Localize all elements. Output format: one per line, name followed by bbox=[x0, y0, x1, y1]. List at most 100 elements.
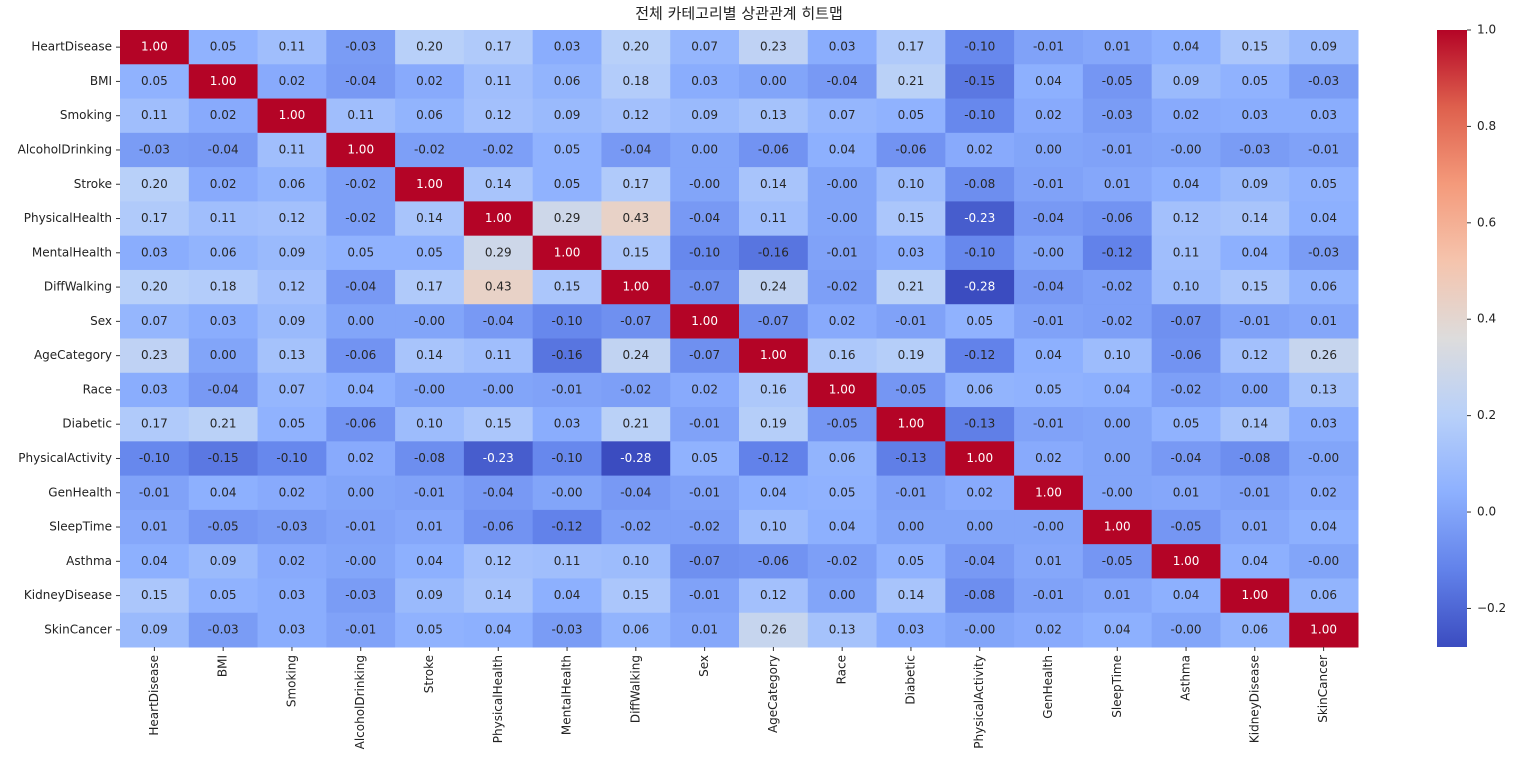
cell-label: 1.00 bbox=[1173, 554, 1200, 568]
cell-label: 0.29 bbox=[554, 211, 581, 225]
cell-label: 1.00 bbox=[416, 177, 443, 191]
x-tick-label: MentalHealth bbox=[560, 655, 574, 735]
cell-label: -0.23 bbox=[483, 451, 514, 465]
heatmap-cell bbox=[532, 578, 602, 614]
cell-label: -0.01 bbox=[895, 314, 926, 328]
heatmap-cell bbox=[1289, 30, 1359, 65]
heatmap-cell bbox=[945, 269, 1015, 305]
cell-label: -0.05 bbox=[208, 520, 239, 534]
cell-label: -0.01 bbox=[689, 588, 720, 602]
heatmap-cell bbox=[257, 407, 327, 442]
heatmap-cell bbox=[1082, 441, 1153, 477]
heatmap-cell bbox=[1220, 64, 1290, 100]
cell-label: 0.02 bbox=[1173, 108, 1200, 122]
cell-label: 0.23 bbox=[760, 40, 787, 54]
heatmap-cell bbox=[326, 132, 396, 168]
cell-label: -0.10 bbox=[689, 245, 720, 259]
heatmap-cell bbox=[1014, 201, 1084, 237]
cell-label: 0.00 bbox=[829, 588, 856, 602]
heatmap-cell bbox=[257, 304, 327, 339]
cell-label: 0.26 bbox=[760, 622, 787, 636]
heatmap-cell bbox=[395, 269, 465, 305]
heatmap-cell bbox=[120, 578, 190, 614]
cell-label: 0.03 bbox=[210, 314, 237, 328]
heatmap-cell bbox=[1082, 235, 1153, 271]
cell-label: 0.11 bbox=[1173, 245, 1200, 259]
heatmap-cell bbox=[120, 269, 190, 305]
heatmap-cell bbox=[739, 269, 809, 305]
heatmap-cell bbox=[532, 338, 602, 374]
heatmap-cell bbox=[876, 98, 946, 134]
cell-label: 0.02 bbox=[966, 142, 993, 156]
cell-label: 0.12 bbox=[760, 588, 787, 602]
cell-label: -0.06 bbox=[1102, 211, 1133, 225]
cell-label: 1.00 bbox=[966, 451, 993, 465]
heatmap-cell bbox=[601, 98, 671, 134]
cell-label: 0.17 bbox=[622, 177, 649, 191]
heatmap-cell bbox=[188, 304, 259, 339]
heatmap-cell bbox=[807, 30, 878, 65]
cell-label: 0.02 bbox=[1035, 451, 1062, 465]
cell-label: 0.21 bbox=[898, 74, 925, 88]
colorbar-tick-label: 0.6 bbox=[1477, 215, 1496, 229]
heatmap-cell bbox=[739, 98, 809, 134]
cell-label: 0.02 bbox=[1035, 108, 1062, 122]
cell-label: 0.06 bbox=[622, 622, 649, 636]
heatmap-cell bbox=[601, 64, 671, 100]
cell-label: 0.09 bbox=[1241, 177, 1268, 191]
cell-label: -0.06 bbox=[758, 554, 789, 568]
cell-label: -0.04 bbox=[483, 314, 514, 328]
cell-label: -0.02 bbox=[345, 177, 376, 191]
heatmap-cell bbox=[807, 235, 878, 271]
heatmap-cell bbox=[876, 201, 946, 237]
cell-label: 0.05 bbox=[141, 74, 168, 88]
heatmap-cell bbox=[1151, 30, 1221, 65]
heatmap-cell bbox=[257, 441, 327, 477]
heatmap-cell bbox=[601, 167, 671, 202]
cell-label: 0.01 bbox=[1035, 554, 1062, 568]
heatmap-cell bbox=[532, 64, 602, 100]
heatmap-cell bbox=[532, 304, 602, 339]
y-tick-label: BMI bbox=[90, 74, 112, 88]
heatmap-cell bbox=[463, 235, 534, 271]
cell-label: 0.10 bbox=[760, 520, 787, 534]
cell-label: 0.02 bbox=[347, 451, 374, 465]
y-tick-label: HeartDisease bbox=[31, 40, 112, 54]
cell-label: -0.05 bbox=[1102, 554, 1133, 568]
heatmap-cell bbox=[532, 475, 602, 511]
cell-label: 0.03 bbox=[554, 417, 581, 431]
cell-label: 0.05 bbox=[554, 177, 581, 191]
heatmap-cell bbox=[120, 304, 190, 339]
cell-label: 0.11 bbox=[279, 40, 306, 54]
heatmap-cell bbox=[670, 544, 740, 579]
x-tick-label: BMI bbox=[216, 655, 230, 677]
x-tick-label: Smoking bbox=[284, 655, 298, 707]
x-tick-label: GenHealth bbox=[1041, 655, 1055, 719]
cell-label: -0.01 bbox=[1308, 142, 1339, 156]
cell-label: 0.15 bbox=[622, 588, 649, 602]
heatmap-cell bbox=[807, 509, 878, 545]
heatmap-cell bbox=[395, 167, 465, 202]
heatmap-cell bbox=[1220, 578, 1290, 614]
y-tick-label: KidneyDisease bbox=[24, 588, 112, 602]
heatmap-cell bbox=[739, 544, 809, 579]
heatmap-cell bbox=[876, 407, 946, 442]
cell-label: 1.00 bbox=[1104, 520, 1131, 534]
cell-label: 0.29 bbox=[485, 245, 512, 259]
cell-label: -0.07 bbox=[689, 348, 720, 362]
cell-label: 0.11 bbox=[141, 108, 168, 122]
heatmap-cell bbox=[1014, 304, 1084, 339]
cell-label: -0.04 bbox=[964, 554, 995, 568]
cell-label: 0.04 bbox=[416, 554, 443, 568]
heatmap-cell bbox=[945, 201, 1015, 237]
cell-label: 0.03 bbox=[829, 40, 856, 54]
cell-label: -0.02 bbox=[483, 142, 514, 156]
cell-label: 0.03 bbox=[279, 622, 306, 636]
cell-label: -0.04 bbox=[483, 485, 514, 499]
cell-label: -0.01 bbox=[1033, 177, 1064, 191]
cell-label: 0.03 bbox=[141, 382, 168, 396]
heatmap-cell bbox=[945, 167, 1015, 202]
heatmap-cell bbox=[945, 475, 1015, 511]
heatmap-cell bbox=[1151, 64, 1221, 100]
heatmap-cell bbox=[1289, 578, 1359, 614]
